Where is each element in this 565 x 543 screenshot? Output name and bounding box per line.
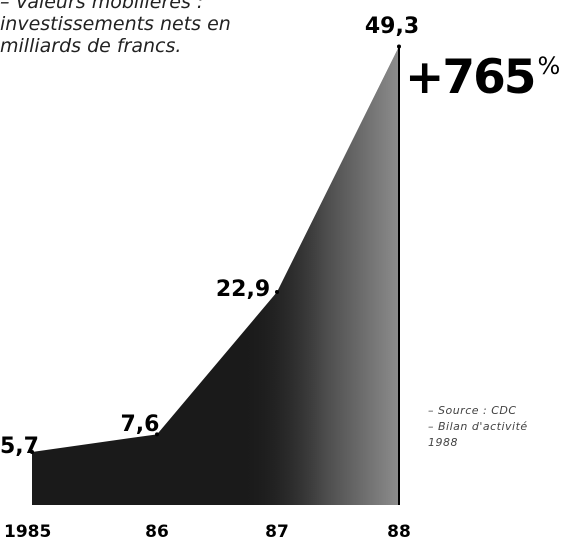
source-line: – Bilan d'activité xyxy=(428,420,528,433)
x-tick-label: 1985 xyxy=(4,522,51,542)
source-line: – Source : CDC xyxy=(428,404,517,417)
x-tick-label: 87 xyxy=(265,522,289,542)
value-label: 5,7 xyxy=(0,434,39,459)
source-note: – Source : CDC – Bilan d'activité 1988 xyxy=(428,403,528,451)
growth-unit: % xyxy=(537,52,561,80)
value-label: 22,9 xyxy=(216,277,270,302)
value-label: 7,6 xyxy=(121,412,160,437)
data-point xyxy=(30,449,34,454)
x-tick-label: 88 xyxy=(387,522,411,542)
x-tick-label: 86 xyxy=(145,522,169,542)
growth-value: +765 xyxy=(405,50,536,105)
data-point xyxy=(275,290,279,295)
chart-title-line: – Valeurs mobilières : xyxy=(0,0,204,13)
chart-title-line: milliards de francs. xyxy=(0,35,182,57)
source-line: 1988 xyxy=(428,436,458,449)
area-shading xyxy=(32,46,399,505)
value-label: 49,3 xyxy=(365,14,419,39)
growth-annotation: +765% xyxy=(405,38,560,106)
data-point xyxy=(155,432,159,437)
chart-title: – Valeurs mobilières : investissements n… xyxy=(0,0,262,57)
chart-title-line: investissements nets en xyxy=(0,13,231,35)
